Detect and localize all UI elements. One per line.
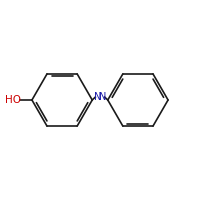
Text: N: N [94,92,101,102]
Text: N: N [99,92,106,102]
Text: HO: HO [5,95,21,105]
